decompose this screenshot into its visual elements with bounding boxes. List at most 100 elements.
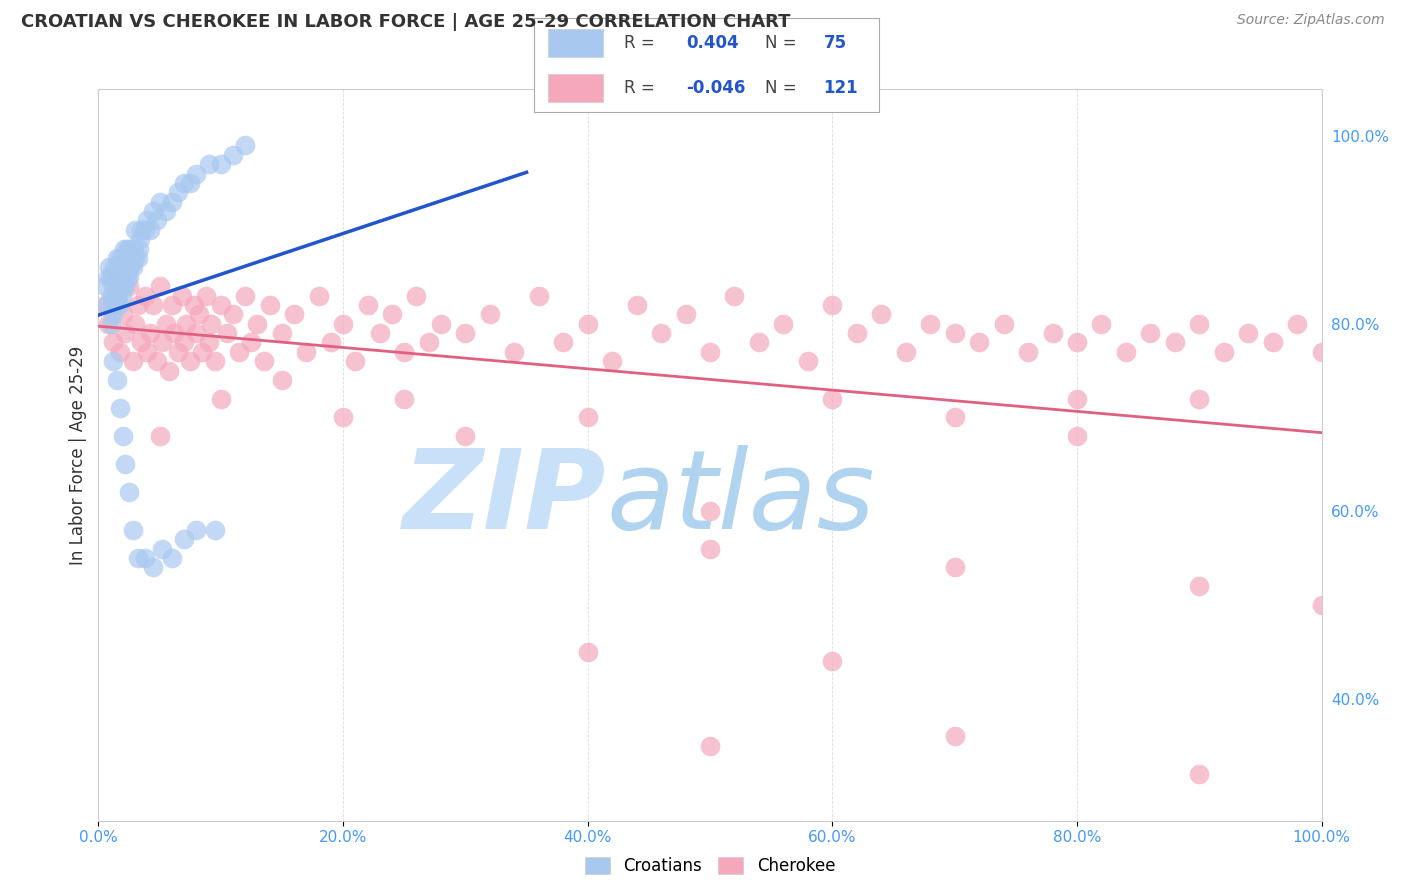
Point: [101, 279, 124, 293]
Point: [191, 344, 214, 359]
Point: [821, 654, 844, 668]
Point: [104, 298, 127, 312]
Point: [252, 354, 274, 368]
Point: [1115, 344, 1137, 359]
Point: [142, 560, 165, 574]
Point: [1139, 326, 1161, 340]
Point: [101, 307, 124, 321]
Point: [110, 401, 132, 415]
Point: [179, 176, 201, 190]
Point: [129, 223, 152, 237]
Point: [139, 326, 162, 340]
Point: [127, 298, 149, 312]
Point: [114, 458, 136, 472]
Point: [699, 739, 721, 753]
Point: [392, 344, 416, 359]
Point: [943, 560, 966, 574]
Point: [233, 288, 256, 302]
Point: [699, 344, 721, 359]
Point: [121, 523, 143, 537]
Point: [259, 298, 281, 312]
Point: [100, 269, 122, 284]
Point: [187, 307, 209, 321]
Point: [967, 335, 990, 350]
Point: [97, 269, 120, 284]
Point: [870, 307, 893, 321]
Point: [160, 551, 183, 566]
Point: [112, 269, 135, 284]
Text: R =: R =: [624, 79, 655, 97]
Point: [101, 269, 124, 284]
Point: [134, 288, 156, 302]
Point: [100, 288, 122, 302]
Point: [149, 279, 172, 293]
Point: [772, 317, 794, 331]
Point: [120, 260, 142, 275]
Point: [454, 326, 477, 340]
Point: [124, 223, 146, 237]
Point: [98, 260, 121, 275]
Point: [103, 260, 125, 275]
Point: [195, 288, 218, 302]
Point: [527, 288, 550, 302]
Point: [381, 307, 404, 321]
Point: [111, 279, 134, 293]
Point: [118, 242, 141, 256]
Point: [150, 335, 173, 350]
Point: [308, 288, 330, 302]
Point: [209, 157, 232, 171]
Text: 121: 121: [824, 79, 858, 97]
Point: [183, 298, 205, 312]
Point: [1066, 335, 1088, 350]
Point: [114, 279, 136, 293]
FancyBboxPatch shape: [548, 29, 603, 57]
Point: [430, 317, 453, 331]
Point: [118, 269, 141, 284]
Point: [108, 269, 131, 284]
Point: [405, 288, 427, 302]
Point: [920, 317, 942, 331]
Point: [295, 344, 318, 359]
Point: [176, 317, 198, 331]
Point: [675, 307, 697, 321]
Point: [204, 523, 226, 537]
Text: CROATIAN VS CHEROKEE IN LABOR FORCE | AGE 25-29 CORRELATION CHART: CROATIAN VS CHEROKEE IN LABOR FORCE | AG…: [21, 13, 790, 31]
Point: [134, 551, 156, 566]
Point: [136, 344, 159, 359]
Point: [146, 354, 169, 368]
Point: [139, 223, 162, 237]
Point: [104, 269, 127, 284]
Point: [222, 148, 245, 162]
Point: [576, 317, 599, 331]
Point: [93, 279, 115, 293]
Point: [142, 204, 165, 219]
Point: [117, 260, 139, 275]
Point: [478, 307, 501, 321]
Point: [115, 269, 138, 284]
Point: [332, 410, 354, 425]
Point: [821, 298, 844, 312]
Point: [114, 326, 136, 340]
Point: [124, 317, 146, 331]
Point: [129, 335, 152, 350]
Point: [142, 298, 165, 312]
Point: [111, 307, 134, 321]
Point: [1237, 326, 1260, 340]
Point: [270, 326, 294, 340]
Point: [155, 204, 177, 219]
Point: [120, 251, 142, 265]
Point: [100, 317, 122, 331]
Point: [179, 354, 201, 368]
Point: [1212, 344, 1234, 359]
Point: [1188, 392, 1211, 406]
Legend: Croatians, Cherokee: Croatians, Cherokee: [578, 850, 842, 882]
Point: [209, 298, 232, 312]
Point: [332, 317, 354, 331]
Point: [1188, 579, 1211, 593]
Point: [103, 288, 125, 302]
Text: atlas: atlas: [606, 445, 875, 552]
Point: [943, 729, 966, 743]
Point: [204, 354, 226, 368]
Point: [215, 326, 238, 340]
Point: [173, 335, 195, 350]
